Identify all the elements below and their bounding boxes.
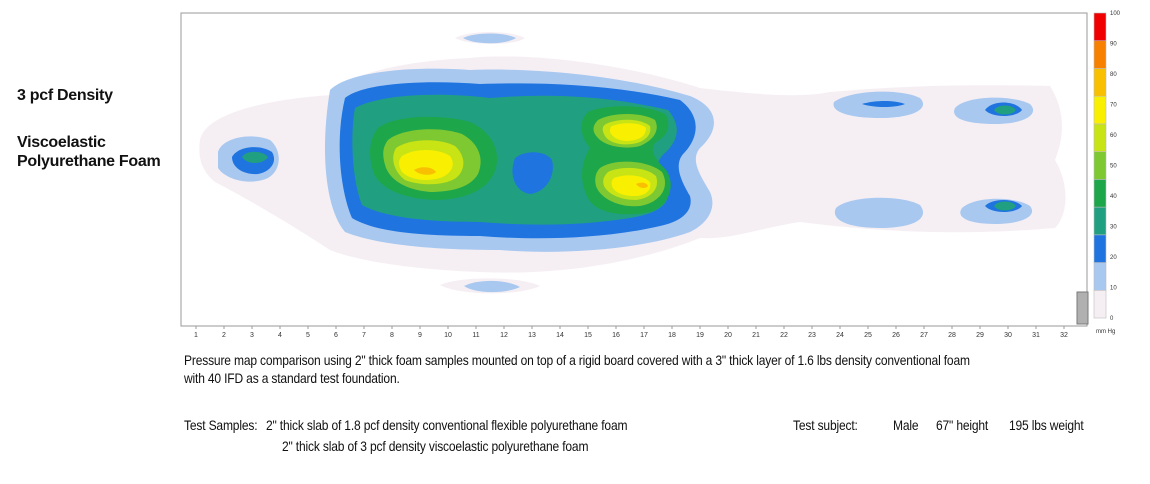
x-tick-label: 13: [528, 332, 536, 339]
scale-swatch: [1093, 262, 1107, 291]
scale-swatch: [1093, 151, 1107, 180]
x-tick-label: 12: [500, 332, 508, 339]
x-tick-label: 8: [390, 332, 394, 339]
test-samples-heading: Test Samples:: [184, 417, 258, 433]
test-subject-heading: Test subject:: [793, 417, 858, 433]
x-tick-label: 1: [194, 332, 198, 339]
pressure-contour-19: [994, 201, 1016, 211]
x-tick-label: 21: [752, 332, 760, 339]
pressure-contour-33: [636, 182, 648, 189]
x-tick-label: 4: [278, 332, 282, 339]
x-tick-label: 20: [724, 332, 732, 339]
x-tick-label: 17: [640, 332, 648, 339]
pressure-contour-5: [463, 33, 516, 44]
scale-swatch: [1093, 40, 1107, 69]
x-tick-label: 26: [892, 332, 900, 339]
test-subject-height: 67" height: [936, 417, 989, 433]
pressure-contour-18: [994, 105, 1016, 115]
scale-swatch: [1093, 68, 1107, 97]
pressure-contour-29: [399, 150, 453, 180]
scale-tick-label: 30: [1110, 225, 1117, 231]
scale-slider-handle[interactable]: [1076, 291, 1089, 325]
x-tick-label: 24: [836, 332, 844, 339]
scale-swatch: [1093, 206, 1107, 236]
pressure-contour-8: [834, 197, 924, 228]
pressure-contour-13: [862, 101, 905, 107]
x-tick-label: 18: [668, 332, 676, 339]
x-tick-label: 9: [418, 332, 422, 339]
scale-tick-label: 90: [1110, 42, 1117, 48]
x-tick-label: 7: [362, 332, 366, 339]
scale-tick-label: 0: [1110, 316, 1114, 322]
scale-swatch: [1093, 123, 1107, 152]
pressure-contour-32: [414, 167, 436, 175]
scale-tick-label: 70: [1110, 103, 1117, 109]
x-tick-label: 27: [920, 332, 928, 339]
pressure-contour-20: [512, 152, 553, 194]
scale-tick-label: 50: [1110, 164, 1117, 170]
scale-tick-label: 60: [1110, 133, 1117, 139]
foam-label-line2: Polyurethane Foam: [17, 153, 161, 170]
pressure-contour-6: [464, 280, 520, 293]
test-subject-weight: 195 lbs weight: [1009, 417, 1084, 433]
x-tick-label: 5: [306, 332, 310, 339]
density-label: 3 pcf Density: [17, 87, 113, 104]
scale-tick-label: 100: [1110, 11, 1121, 17]
x-tick-label: 22: [780, 332, 788, 339]
x-tick-label: 23: [808, 332, 816, 339]
test-subject-gender: Male: [893, 417, 919, 433]
color-scale-bar: 0 10 20 30 40 50 60 70 80 90 100 mm Hg: [1076, 11, 1121, 335]
x-tick-label: 25: [864, 332, 872, 339]
pressure-map-chart: 1 2 3 4 5 6 7 8 9 10 11 12 13 14 15 16 17 18 19 20 21 22 23 24 2…: [180, 11, 1121, 339]
scale-unit-label: mm Hg: [1096, 329, 1115, 335]
x-tick-label: 10: [444, 332, 452, 339]
x-tick-label: 14: [556, 332, 564, 339]
pressure-contour-30: [610, 123, 646, 141]
pressure-contour-17: [242, 151, 268, 164]
scale-tick-label: 20: [1110, 255, 1117, 261]
x-tick-label: 30: [1004, 332, 1012, 339]
scale-tick-label: 40: [1110, 194, 1117, 200]
scale-swatch: [1093, 289, 1107, 319]
x-tick-label: 31: [1032, 332, 1040, 339]
scale-swatch: [1093, 12, 1107, 42]
x-tick-label: 32: [1060, 332, 1068, 339]
foam-label-line1: Viscoelastic: [17, 134, 106, 151]
test-sample-2: 2" thick slab of 3 pcf density viscoelas…: [282, 438, 589, 454]
scale-swatch: [1093, 179, 1107, 208]
x-tick-label: 15: [584, 332, 592, 339]
test-sample-1: 2" thick slab of 1.8 pcf density convent…: [266, 417, 628, 433]
scale-tick-label: 10: [1110, 286, 1117, 292]
pressure-map: [199, 32, 1066, 294]
scale-swatch: [1093, 234, 1107, 263]
foam-label: Viscoelastic Polyurethane Foam: [17, 133, 161, 171]
x-tick-label: 2: [222, 332, 226, 339]
x-tick-label: 29: [976, 332, 984, 339]
x-tick-label: 11: [472, 332, 479, 339]
caption-text: Pressure map comparison using 2" thick f…: [184, 352, 970, 386]
x-tick-label: 19: [696, 332, 704, 339]
x-tick-label: 16: [612, 332, 620, 339]
x-tick-label: 6: [334, 332, 338, 339]
x-tick-label: 28: [948, 332, 956, 339]
x-tick-label: 3: [250, 332, 254, 339]
pressure-contour-31: [611, 175, 651, 196]
scale-tick-label: 80: [1110, 72, 1117, 78]
scale-swatch: [1093, 95, 1107, 125]
x-axis: 1 2 3 4 5 6 7 8 9 10 11 12 13 14 15 16 17 18 19 20 21 22 23 24 2…: [181, 325, 1087, 339]
